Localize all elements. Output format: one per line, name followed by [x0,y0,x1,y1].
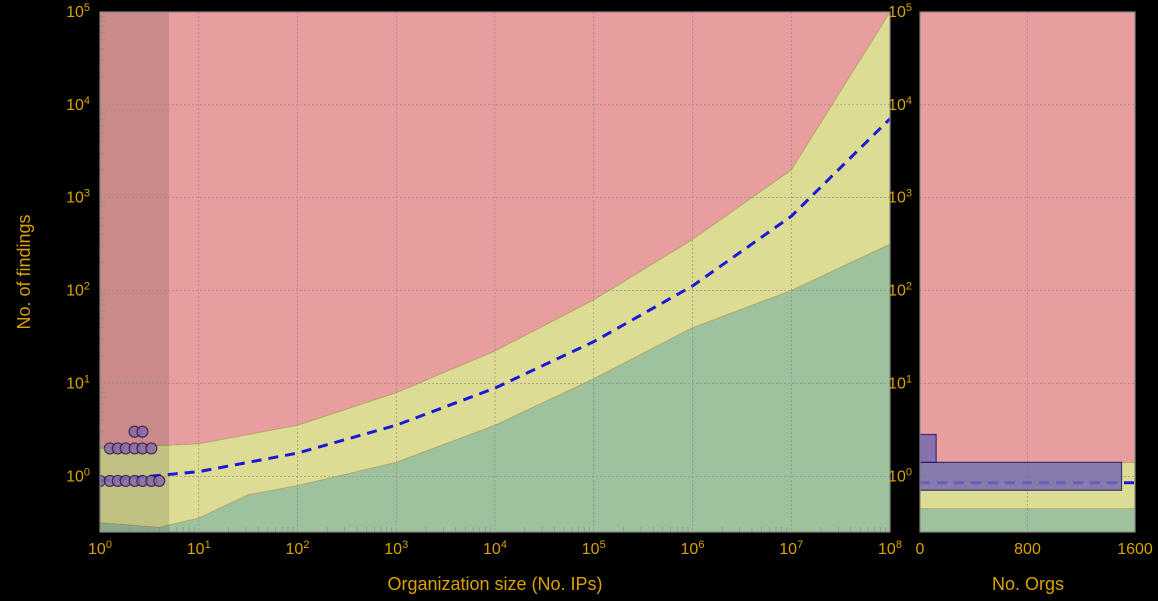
histogram-bar [920,462,1122,490]
x-axis-label-left: Organization size (No. IPs) [387,574,602,594]
scatter-point [146,443,157,454]
x-tick-label: 1600 [1117,541,1153,558]
histogram-bar [920,435,936,463]
right-panel: 10010110210310410508001600 [888,2,1153,558]
x-tick-label: 0 [916,541,925,558]
left-panel: 1001011021031041051061071081001011021031… [66,2,902,558]
scatter-point [154,475,165,486]
y-axis-label: No. of findings [14,214,34,329]
x-tick-label: 800 [1014,541,1041,558]
x-axis-label-right: No. Orgs [992,574,1064,594]
scatter-point [137,426,148,437]
